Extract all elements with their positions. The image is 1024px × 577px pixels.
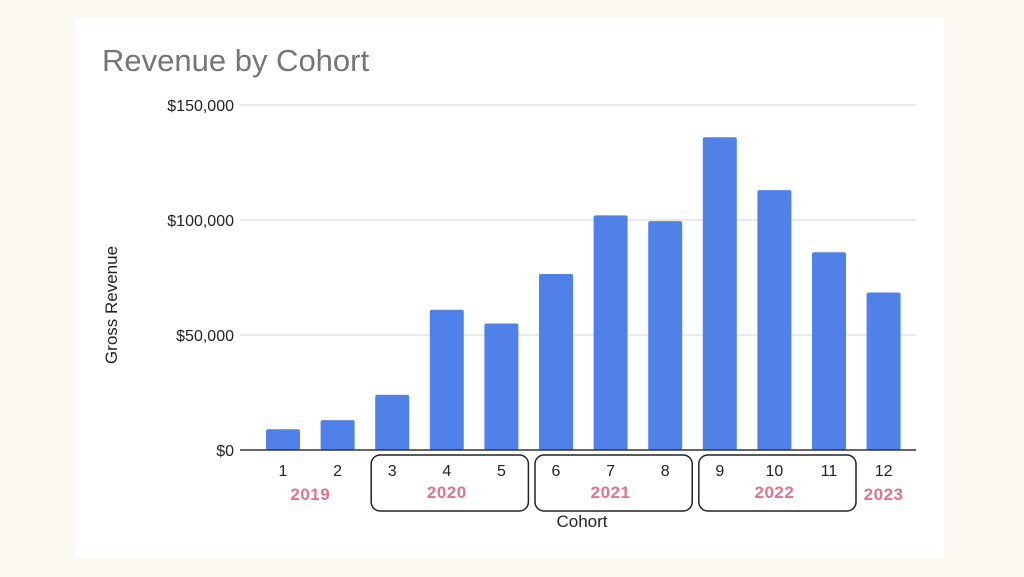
x-tick-label: 12	[875, 463, 893, 480]
bar-cohort-11	[812, 252, 846, 450]
chart-card: Revenue by Cohort $0 $50,000 $100,000 $150,…	[76, 18, 944, 558]
x-tick-label: 1	[279, 463, 288, 480]
bar-cohort-5	[484, 323, 519, 450]
bar-cohort-2	[320, 420, 355, 450]
bar-cohort-7	[593, 215, 628, 450]
y-axis-ticks: $0 $50,000 $100,000 $150,000	[167, 98, 234, 460]
bar-cohort-6	[539, 274, 573, 450]
year-group-label: 2021	[591, 483, 631, 502]
bar-cohort-4	[429, 309, 464, 450]
year-group-box	[370, 454, 530, 512]
y-tick-label: $0	[216, 443, 234, 460]
gridlines	[240, 104, 916, 336]
bar-cohort-9	[702, 137, 737, 450]
x-tick-label: 3	[388, 463, 397, 480]
bar-cohort-8	[648, 221, 683, 450]
x-tick-label: 6	[552, 463, 561, 480]
x-tick-label: 2	[333, 463, 342, 480]
revenue-bar-chart: Revenue by Cohort $0 $50,000 $100,000 $150,…	[102, 43, 916, 531]
x-tick-label: 4	[442, 463, 451, 480]
year-groups: 2019 2020 2021 2022 2023	[290, 454, 904, 512]
y-tick-label: $150,000	[167, 98, 234, 115]
y-tick-label: $50,000	[176, 328, 234, 345]
x-tick-label: 9	[715, 463, 724, 480]
x-tick-label: 7	[606, 463, 615, 480]
x-axis-title: Cohort	[556, 512, 607, 531]
year-group-label: 2023	[864, 485, 904, 504]
year-group-label: 2020	[427, 483, 467, 502]
bar-cohort-3	[375, 394, 410, 450]
x-tick-label: 11	[821, 463, 838, 480]
y-axis-title: Gross Revenue	[102, 246, 121, 364]
chart-title: Revenue by Cohort	[102, 43, 369, 78]
y-tick-label: $100,000	[167, 213, 234, 230]
x-tick-label: 5	[497, 463, 506, 480]
x-tick-label: 10	[766, 463, 784, 480]
bars	[266, 137, 901, 450]
year-group-label: 2019	[290, 485, 330, 504]
bar-cohort-10	[757, 190, 792, 450]
x-axis-ticks: 1 2 3 4 5 6 7 8 9 10 11 12	[279, 463, 893, 480]
year-group-label: 2022	[754, 483, 794, 502]
bar-cohort-12	[866, 292, 901, 450]
bar-cohort-1	[266, 429, 300, 450]
year-group-box	[698, 454, 857, 512]
x-tick-label: 8	[661, 463, 670, 480]
year-group-box	[534, 454, 693, 512]
